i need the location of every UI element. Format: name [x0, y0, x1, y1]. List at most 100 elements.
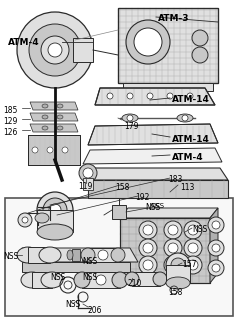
Ellipse shape	[212, 221, 220, 229]
Ellipse shape	[37, 192, 73, 228]
Ellipse shape	[18, 213, 32, 227]
Bar	[118, 8, 218, 83]
Ellipse shape	[168, 243, 178, 253]
Polygon shape	[120, 208, 218, 218]
Ellipse shape	[21, 272, 43, 288]
Ellipse shape	[79, 164, 97, 182]
Ellipse shape	[168, 260, 178, 270]
Bar	[123, 83, 213, 91]
Bar	[5, 198, 233, 316]
Text: ATM-4: ATM-4	[172, 153, 204, 162]
Ellipse shape	[42, 126, 48, 130]
Text: NSS: NSS	[192, 225, 207, 234]
Ellipse shape	[187, 93, 193, 99]
Ellipse shape	[188, 260, 198, 270]
Ellipse shape	[212, 264, 220, 272]
Polygon shape	[22, 248, 138, 262]
Ellipse shape	[42, 104, 48, 108]
Bar	[118, 8, 218, 83]
Bar	[32, 272, 52, 288]
Ellipse shape	[192, 30, 208, 46]
Ellipse shape	[208, 240, 224, 256]
Ellipse shape	[164, 221, 182, 239]
Ellipse shape	[139, 239, 157, 257]
Bar	[28, 135, 80, 165]
Ellipse shape	[188, 225, 198, 235]
Ellipse shape	[126, 20, 170, 64]
Bar	[82, 251, 88, 261]
Ellipse shape	[147, 93, 153, 99]
Bar	[120, 218, 210, 283]
Text: 206: 206	[87, 306, 101, 315]
Text: 126: 126	[3, 128, 17, 137]
Bar	[88, 248, 118, 262]
Bar	[28, 135, 80, 165]
Ellipse shape	[139, 221, 157, 239]
Text: 183: 183	[168, 175, 182, 184]
Text: 157: 157	[182, 260, 197, 269]
Ellipse shape	[49, 204, 61, 216]
Ellipse shape	[171, 258, 185, 272]
Text: ATM-14: ATM-14	[172, 135, 210, 144]
Ellipse shape	[41, 36, 69, 64]
Bar	[112, 205, 126, 219]
Ellipse shape	[208, 217, 224, 233]
Ellipse shape	[192, 47, 208, 63]
Polygon shape	[30, 102, 78, 110]
Polygon shape	[95, 88, 215, 105]
Bar	[73, 38, 93, 62]
Text: NSS: NSS	[150, 203, 164, 209]
Text: 192: 192	[135, 193, 149, 202]
Ellipse shape	[17, 12, 93, 88]
Ellipse shape	[166, 253, 190, 277]
Text: 129: 129	[3, 117, 17, 126]
Ellipse shape	[122, 114, 138, 122]
Bar	[72, 249, 80, 261]
Ellipse shape	[168, 225, 178, 235]
Ellipse shape	[184, 221, 202, 239]
Ellipse shape	[67, 250, 73, 260]
Ellipse shape	[125, 272, 139, 286]
Ellipse shape	[153, 272, 167, 286]
Text: NSS: NSS	[50, 273, 65, 282]
Bar	[83, 178, 93, 190]
Ellipse shape	[127, 115, 133, 121]
Ellipse shape	[35, 213, 49, 223]
Ellipse shape	[143, 243, 153, 253]
Ellipse shape	[74, 272, 90, 288]
Text: 185: 185	[3, 106, 17, 115]
Polygon shape	[83, 148, 222, 164]
Ellipse shape	[208, 260, 224, 276]
Polygon shape	[88, 124, 218, 145]
Ellipse shape	[42, 115, 48, 119]
Ellipse shape	[112, 272, 128, 288]
Bar	[37, 210, 73, 232]
Text: 119: 119	[78, 182, 92, 191]
Polygon shape	[210, 208, 218, 283]
Ellipse shape	[22, 217, 28, 223]
Bar	[28, 247, 50, 263]
Ellipse shape	[107, 93, 113, 99]
Ellipse shape	[166, 277, 190, 289]
Text: 210: 210	[128, 279, 142, 288]
Ellipse shape	[96, 275, 106, 285]
Ellipse shape	[57, 115, 63, 119]
Bar	[88, 180, 228, 198]
Bar	[120, 218, 210, 283]
Ellipse shape	[37, 224, 73, 240]
Text: 158: 158	[115, 183, 129, 192]
Ellipse shape	[98, 250, 108, 260]
Ellipse shape	[62, 147, 68, 153]
Ellipse shape	[134, 28, 162, 56]
Ellipse shape	[47, 147, 53, 153]
Text: ATM-4: ATM-4	[8, 38, 40, 47]
Ellipse shape	[111, 248, 125, 262]
Text: NSS: NSS	[145, 203, 160, 212]
Ellipse shape	[164, 239, 182, 257]
Ellipse shape	[212, 244, 220, 252]
Text: 179: 179	[124, 122, 139, 131]
Ellipse shape	[41, 272, 63, 288]
Text: NSS: NSS	[82, 257, 97, 266]
Ellipse shape	[184, 256, 202, 274]
Text: ATM-3: ATM-3	[158, 14, 189, 23]
